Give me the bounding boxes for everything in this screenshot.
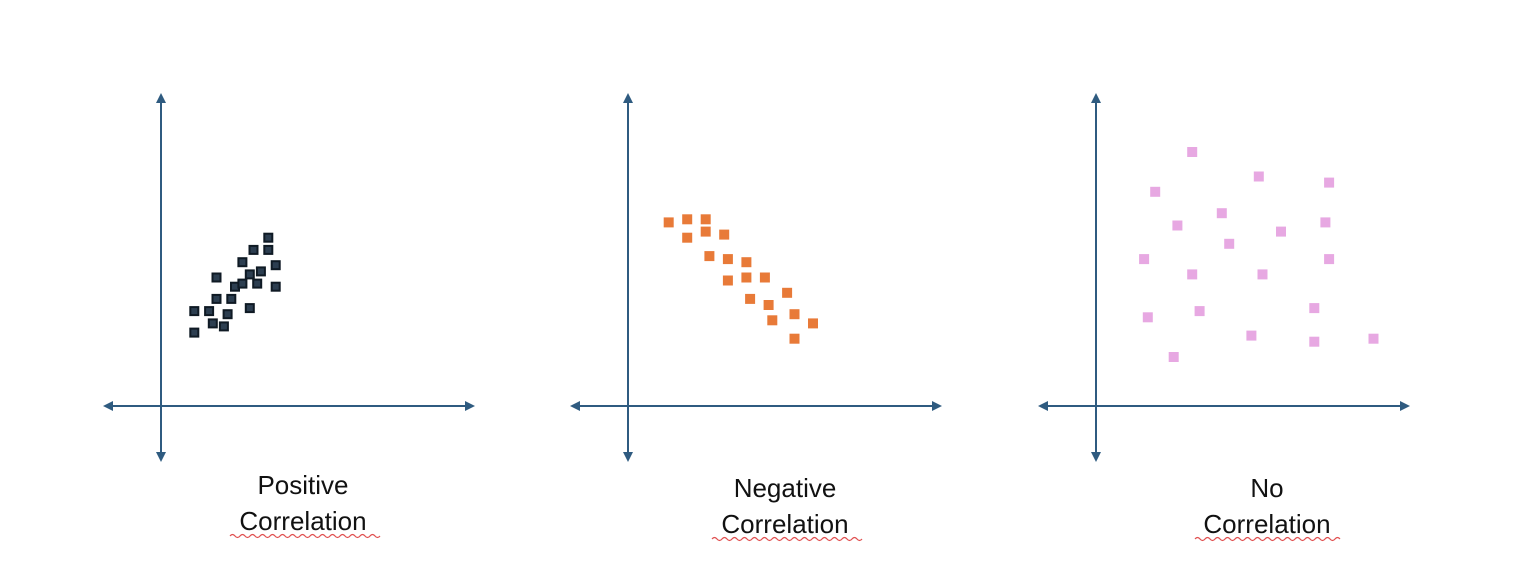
scatter-points xyxy=(663,214,818,344)
scatter-point xyxy=(1309,303,1320,314)
caption-line-2: Correlation xyxy=(721,509,848,539)
scatter-point xyxy=(263,244,274,255)
scatter-points xyxy=(1139,147,1379,362)
scatter-points xyxy=(189,232,281,338)
scatter-point xyxy=(1224,238,1235,249)
scatter-point xyxy=(211,272,222,283)
scatter-point xyxy=(722,254,733,265)
scatter-point xyxy=(700,214,711,225)
scatter-point xyxy=(222,309,233,320)
scatter-point xyxy=(255,266,266,277)
scatter-point xyxy=(719,229,730,240)
scatter-point xyxy=(767,315,778,326)
spellcheck-underline xyxy=(711,536,863,542)
scatter-point xyxy=(704,251,715,262)
scatter-point xyxy=(759,272,770,283)
caption-line-2: Correlation xyxy=(239,506,366,536)
scatter-point xyxy=(1150,186,1161,197)
scatter-point xyxy=(252,278,263,289)
scatter-point xyxy=(1324,254,1335,265)
scatter-point xyxy=(741,272,752,283)
caption-line-1: Positive xyxy=(257,470,348,500)
scatter-point xyxy=(244,303,255,314)
scatter-point xyxy=(1216,208,1227,219)
scatter-point xyxy=(237,257,248,268)
scatter-point xyxy=(682,232,693,243)
scatter-point xyxy=(763,300,774,310)
scatter-point xyxy=(248,244,259,255)
scatter-point xyxy=(722,275,733,286)
scatter-point xyxy=(700,226,711,237)
spellcheck-underline xyxy=(229,533,381,539)
scatter-point xyxy=(741,257,752,268)
scatter-point xyxy=(1320,217,1331,228)
scatter-point xyxy=(1253,171,1264,182)
scatter-point xyxy=(1194,306,1205,317)
negative-correlation-chart: Negative Correlation xyxy=(570,93,942,542)
scatter-point xyxy=(789,309,800,320)
scatter-point xyxy=(218,321,229,332)
caption-line-1: No xyxy=(1250,473,1283,503)
scatter-point xyxy=(237,278,248,289)
scatter-point xyxy=(1187,147,1198,157)
scatter-point xyxy=(1187,269,1198,280)
spellcheck-underline xyxy=(1194,536,1341,542)
scatter-point xyxy=(189,327,200,338)
scatter-point xyxy=(211,293,222,304)
scatter-point xyxy=(1246,330,1257,341)
scatter-point xyxy=(1324,177,1335,188)
scatter-point xyxy=(1309,336,1320,347)
caption-line-1: Negative xyxy=(734,473,837,503)
scatter-point xyxy=(808,318,818,329)
scatter-point xyxy=(1276,226,1286,237)
no-correlation-chart: No Correlation xyxy=(1038,93,1410,542)
scatter-point xyxy=(189,306,200,317)
scatter-point xyxy=(1172,220,1183,231)
scatter-point xyxy=(1257,269,1268,280)
scatter-point xyxy=(782,287,793,298)
scatter-point xyxy=(270,260,281,271)
scatter-point xyxy=(207,318,218,329)
caption-line-2: Correlation xyxy=(1203,509,1330,539)
scatter-point xyxy=(1168,352,1179,362)
scatter-point xyxy=(204,306,215,317)
scatter-point xyxy=(1142,312,1153,323)
scatter-point xyxy=(270,281,281,292)
scatter-point xyxy=(1139,254,1150,265)
scatter-point xyxy=(263,232,274,243)
scatter-point xyxy=(244,269,255,280)
scatter-point xyxy=(1368,333,1379,344)
scatter-point xyxy=(789,333,800,344)
scatter-point xyxy=(663,217,674,228)
scatter-point xyxy=(745,293,756,304)
scatter-point xyxy=(226,293,237,304)
scatter-point xyxy=(682,214,693,225)
positive-correlation-chart: Positive Correlation xyxy=(103,93,475,539)
